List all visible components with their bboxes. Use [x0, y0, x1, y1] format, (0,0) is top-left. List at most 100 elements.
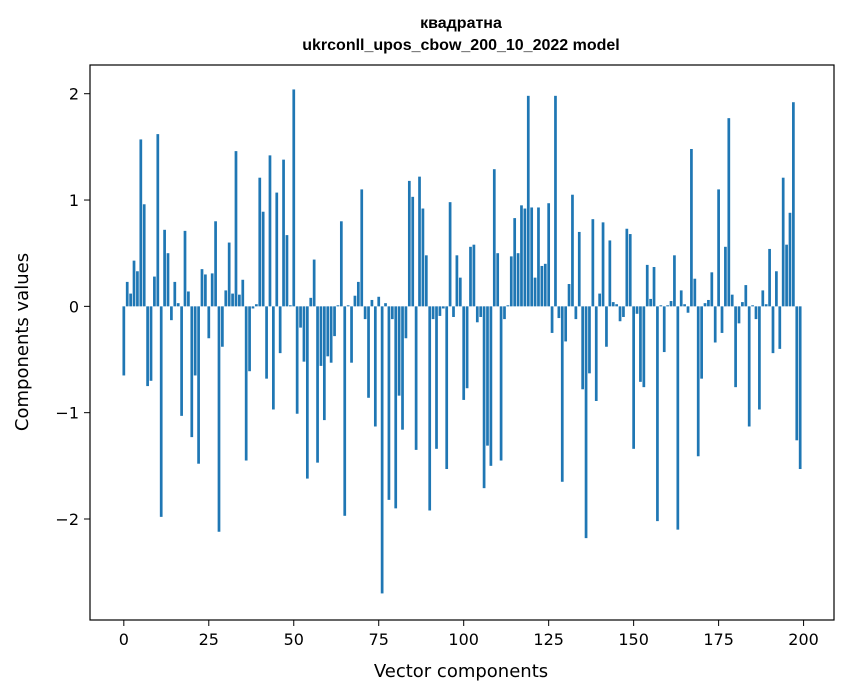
bar — [700, 306, 703, 379]
bar — [248, 306, 251, 372]
axis-ticks: 0 25 50 75 100 125 150 175 200 −2 −1 0 1 2 — [55, 85, 818, 649]
bar — [513, 218, 517, 307]
bar — [615, 304, 619, 307]
bar — [581, 306, 585, 390]
bar — [666, 305, 669, 307]
bar — [445, 306, 449, 470]
bar — [244, 306, 248, 461]
bar — [751, 305, 754, 307]
bar — [509, 256, 513, 307]
bar — [122, 306, 126, 376]
bar — [295, 306, 299, 414]
bar — [452, 306, 455, 317]
bar — [516, 253, 520, 307]
y-tick-label: −2 — [55, 510, 79, 529]
bar — [764, 304, 768, 307]
bar — [214, 221, 217, 307]
bar — [285, 235, 289, 307]
y-tick-label: 1 — [69, 191, 79, 210]
bar — [421, 208, 425, 307]
y-axis-label: Components values — [12, 253, 33, 431]
bar — [438, 306, 442, 316]
bar — [761, 290, 765, 307]
bar — [632, 306, 635, 449]
bar — [163, 229, 166, 307]
bar-series — [122, 89, 802, 594]
bar — [690, 148, 693, 307]
bar — [183, 230, 187, 307]
bar — [407, 180, 411, 307]
bar — [224, 290, 228, 307]
bar — [125, 281, 129, 307]
bar — [387, 306, 391, 500]
bar — [486, 306, 489, 446]
bar — [289, 305, 292, 307]
bar — [785, 244, 788, 307]
bar — [591, 219, 595, 307]
bar — [353, 295, 357, 307]
bar — [744, 285, 748, 307]
bar — [166, 253, 170, 307]
bar — [730, 294, 734, 307]
bar — [373, 306, 377, 427]
x-tick-label: 175 — [703, 630, 734, 649]
bar — [441, 306, 445, 309]
bar — [635, 306, 639, 314]
bar — [394, 306, 398, 509]
bar — [333, 306, 336, 337]
bar — [356, 281, 360, 307]
bar — [625, 228, 629, 307]
bar — [322, 306, 326, 421]
bar — [193, 306, 197, 376]
bar — [469, 246, 472, 307]
bar — [326, 306, 330, 357]
bar — [339, 221, 343, 307]
bar — [139, 139, 143, 307]
bar — [129, 293, 132, 307]
y-tick-label: −1 — [55, 404, 79, 423]
bar — [251, 306, 255, 309]
bar — [261, 211, 265, 307]
bar — [136, 271, 139, 307]
bar — [560, 306, 564, 482]
bar — [550, 306, 554, 333]
chart-title-line-1: квадратна — [420, 15, 502, 32]
bar — [336, 305, 340, 307]
bar — [693, 278, 697, 307]
bar — [227, 242, 231, 307]
bar — [741, 302, 744, 307]
bar — [520, 205, 523, 307]
bar — [724, 246, 727, 307]
plot-frame — [89, 64, 835, 621]
bar — [462, 306, 466, 400]
bar — [758, 306, 761, 410]
bar — [176, 303, 180, 307]
bar — [272, 306, 275, 410]
bar — [618, 306, 622, 322]
bar — [492, 169, 496, 307]
bar — [238, 294, 241, 307]
bar — [496, 253, 500, 307]
bar — [605, 306, 608, 347]
bar — [533, 277, 537, 307]
bar — [142, 204, 146, 307]
bar — [401, 306, 404, 430]
bar — [472, 244, 476, 307]
bar — [132, 260, 136, 307]
y-tick-label: 0 — [69, 297, 79, 316]
bar — [258, 177, 262, 307]
bar — [754, 306, 758, 320]
bar — [577, 231, 581, 307]
bar — [187, 291, 190, 307]
bar — [384, 303, 387, 307]
bar — [221, 306, 224, 347]
bar — [428, 306, 432, 511]
bar — [479, 306, 483, 317]
bar — [676, 306, 680, 530]
bar — [370, 299, 374, 307]
bar — [377, 296, 381, 307]
bar — [601, 222, 605, 307]
bar — [190, 306, 194, 438]
x-tick-label: 25 — [199, 630, 219, 649]
